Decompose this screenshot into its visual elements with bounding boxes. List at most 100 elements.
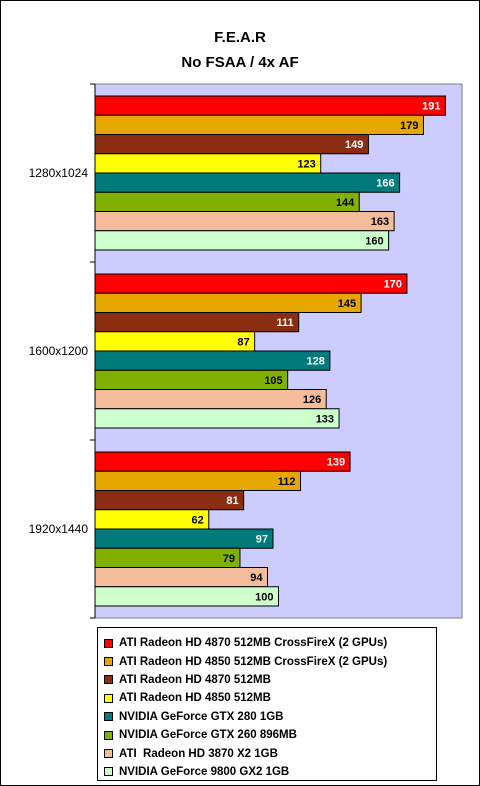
data-label: 100 — [255, 591, 273, 603]
bar — [94, 230, 390, 251]
legend-label: NVIDIA GeForce GTX 280 1GB — [119, 710, 284, 723]
data-label-box — [273, 473, 298, 489]
bar — [94, 528, 274, 549]
data-label-box — [379, 276, 404, 292]
data-label-box — [311, 410, 337, 426]
data-label-box — [293, 155, 318, 171]
data-label: 139 — [327, 457, 345, 469]
data-label-box — [418, 98, 443, 114]
data-label-box — [223, 492, 241, 508]
data-label: 105 — [264, 375, 282, 387]
data-label: 126 — [303, 394, 321, 406]
data-label: 160 — [365, 235, 383, 247]
data-label: 112 — [278, 476, 296, 488]
y-ticks — [90, 83, 95, 619]
legend-item: ATI Radeon HD 4870 512MB — [104, 671, 436, 689]
data-label-box — [361, 232, 386, 248]
legend-label: ATI Radeon HD 4850 512MB — [119, 692, 271, 705]
chart-title: F.E.A.R — [214, 29, 266, 46]
data-label-box — [260, 372, 285, 388]
category-label: 1600x1200 — [29, 344, 89, 358]
legend-swatch — [104, 675, 113, 685]
data-label: 163 — [371, 216, 389, 228]
data-label-box — [271, 314, 296, 330]
data-label: 145 — [338, 298, 356, 310]
legend-item: NVIDIA GeForce 9800 GX2 1GB — [104, 763, 436, 781]
bar — [94, 211, 395, 232]
bar — [94, 586, 279, 607]
bar — [94, 389, 327, 410]
data-label-box — [322, 454, 348, 470]
data-label-box — [219, 550, 237, 566]
data-label: 191 — [422, 101, 440, 113]
data-label-box — [341, 136, 366, 152]
data-label: 149 — [345, 139, 363, 151]
legend-swatch — [104, 693, 113, 703]
bar — [94, 172, 401, 193]
legend-swatch — [104, 749, 113, 759]
data-label-box — [372, 175, 397, 191]
category-labels: 1280x1024 1600x1200 1920x1440 — [29, 166, 89, 536]
legend-label: ATI Radeon HD 4870 512MB — [119, 673, 271, 686]
legend-swatch — [104, 767, 113, 777]
bar — [94, 114, 424, 135]
legend-label: NVIDIA GeForce GTX 260 896MB — [119, 729, 297, 742]
legend-label: NVIDIA GeForce 9800 GX2 1GB — [119, 765, 290, 778]
legend-label: ATI Radeon HD 4850 512MB CrossFireX (2 G… — [119, 655, 388, 668]
legend-item: ATI Radeon HD 3870 X2 1GB — [104, 744, 436, 762]
bar — [94, 369, 289, 390]
data-label-box — [333, 295, 359, 311]
bar — [94, 134, 369, 155]
bar — [94, 191, 360, 212]
data-label-box — [234, 333, 252, 349]
data-label: 144 — [336, 197, 355, 209]
data-label: 87 — [237, 336, 249, 348]
bar — [94, 331, 256, 352]
legend-swatch — [104, 730, 113, 740]
data-label: 179 — [400, 120, 418, 132]
bar — [94, 350, 331, 371]
bar — [94, 567, 268, 588]
data-label-box — [246, 569, 265, 585]
category-label: 1920x1440 — [29, 522, 89, 536]
data-label: 123 — [297, 158, 315, 170]
legend-item: ATI Radeon HD 4850 512MB CrossFireX (2 G… — [104, 652, 436, 670]
legend-item: NVIDIA GeForce GTX 260 896MB — [104, 726, 436, 744]
legend-item: ATI Radeon HD 4870 512MB CrossFireX (2 G… — [104, 634, 436, 652]
legend-label: ATI Radeon HD 4870 512MB CrossFireX (2 G… — [119, 637, 388, 650]
legend-swatch — [104, 657, 113, 667]
bar — [94, 408, 340, 429]
category-label: 1280x1024 — [29, 166, 89, 180]
data-label-box — [252, 531, 270, 547]
legend: ATI Radeon HD 4870 512MB CrossFireX (2 G… — [97, 627, 437, 781]
data-label-box — [251, 588, 276, 604]
data-label: 94 — [250, 572, 263, 584]
bar — [94, 490, 245, 511]
legend-swatch — [104, 712, 113, 722]
data-label: 97 — [256, 534, 268, 546]
data-label: 111 — [277, 317, 294, 329]
data-label-box — [396, 117, 421, 133]
legend-label: ATI Radeon HD 3870 X2 1GB — [119, 747, 278, 760]
data-label: 128 — [307, 356, 325, 368]
data-label-box — [366, 213, 392, 229]
bar — [94, 470, 302, 491]
bars-group: 191 179 149 123 166 144 163 160 170 145 111 87 128 10… — [94, 95, 446, 607]
data-label: 79 — [223, 553, 235, 565]
data-label: 166 — [376, 178, 394, 190]
bar — [94, 547, 241, 568]
data-label-box — [188, 511, 206, 527]
data-label-box — [331, 194, 357, 210]
data-label: 133 — [316, 413, 334, 425]
bar — [94, 292, 362, 313]
bar — [94, 312, 300, 333]
data-label: 62 — [192, 514, 204, 526]
bar — [94, 95, 446, 116]
chart-svg: F.E.A.R No FSAA / 4x AF 1911791491231661… — [29, 29, 463, 619]
data-label-box — [302, 353, 327, 369]
data-label-box — [298, 391, 324, 407]
legend-item: NVIDIA GeForce GTX 280 1GB — [104, 708, 436, 726]
data-label: 170 — [384, 279, 402, 291]
data-label: 81 — [226, 495, 238, 507]
bar — [94, 273, 408, 294]
